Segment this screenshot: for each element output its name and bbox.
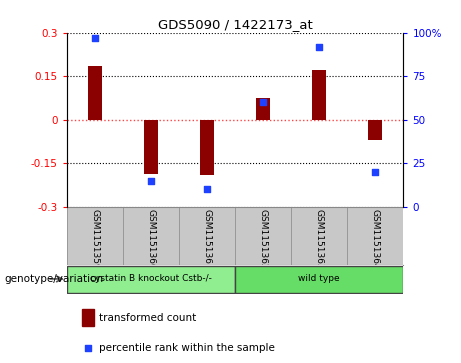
Text: GSM1151362: GSM1151362 bbox=[259, 209, 268, 269]
Bar bbox=[67, 266, 235, 293]
Point bbox=[315, 44, 323, 49]
Point bbox=[147, 178, 154, 184]
Text: genotype/variation: genotype/variation bbox=[5, 274, 104, 284]
Bar bbox=[123, 207, 179, 265]
Text: wild type: wild type bbox=[298, 274, 340, 284]
Text: cystatin B knockout Cstb-/-: cystatin B knockout Cstb-/- bbox=[90, 274, 212, 284]
Bar bbox=[88, 66, 102, 120]
Bar bbox=[368, 120, 382, 140]
Point bbox=[203, 187, 211, 192]
Point bbox=[91, 35, 99, 41]
Bar bbox=[312, 70, 326, 120]
Point bbox=[260, 99, 267, 105]
Bar bbox=[179, 207, 235, 265]
Text: transformed count: transformed count bbox=[99, 313, 196, 323]
Bar bbox=[200, 120, 214, 175]
Text: GSM1151360: GSM1151360 bbox=[147, 209, 155, 269]
Bar bbox=[347, 207, 403, 265]
Bar bbox=[82, 309, 94, 326]
Text: GSM1151364: GSM1151364 bbox=[371, 209, 380, 269]
Text: percentile rank within the sample: percentile rank within the sample bbox=[99, 343, 275, 353]
Bar bbox=[144, 120, 158, 174]
Point bbox=[84, 345, 92, 351]
Title: GDS5090 / 1422173_at: GDS5090 / 1422173_at bbox=[158, 19, 313, 32]
Text: GSM1151361: GSM1151361 bbox=[202, 209, 212, 269]
Point bbox=[372, 169, 379, 175]
Text: GSM1151363: GSM1151363 bbox=[315, 209, 324, 269]
Bar bbox=[235, 207, 291, 265]
Bar bbox=[256, 98, 270, 120]
Text: GSM1151359: GSM1151359 bbox=[90, 209, 100, 269]
Bar bbox=[291, 207, 347, 265]
Bar bbox=[235, 266, 403, 293]
Bar bbox=[67, 207, 123, 265]
